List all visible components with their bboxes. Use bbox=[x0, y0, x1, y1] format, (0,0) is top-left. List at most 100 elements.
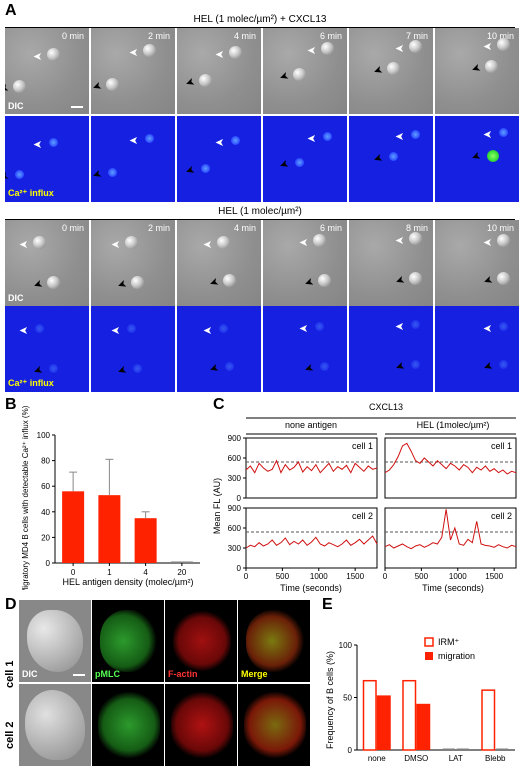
black-arrow-icon: ➤ bbox=[91, 78, 104, 94]
legend-label-migration: migration bbox=[438, 651, 475, 661]
dic-frame: 2 min ➤ ➤ bbox=[91, 28, 175, 114]
y-tick-label: 0 bbox=[46, 559, 51, 568]
y-tick-label: 600 bbox=[228, 524, 242, 533]
bar bbox=[98, 495, 121, 563]
ca-frame: ➤ ➤ Ca²⁺ influx bbox=[5, 116, 89, 202]
d-label-dic: DIC bbox=[22, 669, 38, 679]
calcium-signal bbox=[49, 138, 58, 147]
merge-signal bbox=[246, 610, 304, 672]
black-arrow-icon: ➤ bbox=[31, 362, 45, 378]
black-arrow-icon: ➤ bbox=[481, 358, 495, 374]
white-arrow-icon: ➤ bbox=[483, 40, 493, 52]
calcium-signal bbox=[487, 150, 499, 162]
d-cell1-merge: Merge bbox=[238, 600, 310, 682]
bar-migration bbox=[416, 703, 431, 750]
calcium-signal bbox=[499, 360, 508, 369]
white-arrow-icon: ➤ bbox=[299, 236, 309, 248]
b-cell bbox=[125, 236, 138, 249]
calcium-signal bbox=[323, 132, 332, 141]
white-arrow-icon: ➤ bbox=[129, 134, 139, 146]
chart-e-ylabel: Frequency of B cells (%) bbox=[325, 651, 335, 749]
ca-frame: ➤ ➤ bbox=[349, 306, 433, 392]
dic-frame: 0 min ➤ ➤ DIC bbox=[5, 28, 89, 114]
ca-frame: ➤ ➤ bbox=[91, 306, 175, 392]
calcium-signal bbox=[108, 168, 117, 177]
divider bbox=[5, 27, 515, 28]
b-cell bbox=[485, 60, 498, 73]
dic-frame: 4 min ➤ ➤ bbox=[177, 220, 261, 306]
b-cell bbox=[131, 276, 144, 289]
factin-signal bbox=[173, 610, 231, 672]
x-tick-label: 500 bbox=[276, 572, 290, 581]
calcium-signal bbox=[389, 152, 398, 161]
ca-label: Ca²⁺ influx bbox=[8, 188, 54, 198]
panel-d-row-2: cell 2 bbox=[4, 721, 16, 749]
frame-time: 7 min bbox=[405, 31, 428, 41]
cell-label: cell 1 bbox=[352, 441, 373, 451]
white-arrow-icon: ➤ bbox=[19, 324, 29, 336]
frame-time: 2 min bbox=[147, 31, 170, 41]
legend-swatch-migration bbox=[425, 652, 433, 660]
black-arrow-icon: ➤ bbox=[115, 276, 129, 292]
white-arrow-icon: ➤ bbox=[483, 322, 493, 334]
x-tick-label: 20 bbox=[177, 568, 186, 577]
cell-label: cell 2 bbox=[352, 511, 373, 521]
b-cell bbox=[318, 274, 331, 287]
chart-c-header: CXCL13 bbox=[369, 402, 403, 412]
d-cell2-merge bbox=[238, 684, 310, 766]
black-arrow-icon: ➤ bbox=[183, 162, 197, 178]
ca-strip-hel: ➤ ➤ Ca²⁺ influx ➤ ➤ ➤ ➤ ➤ ➤ ➤ ➤ ➤ ➤ bbox=[5, 306, 519, 392]
x-tick-label: LAT bbox=[449, 754, 463, 763]
black-arrow-icon: ➤ bbox=[183, 74, 197, 90]
ca-frame: ➤ ➤ Ca²⁺ influx bbox=[5, 306, 89, 392]
black-arrow-icon: ➤ bbox=[207, 274, 221, 290]
d-label-factin: F-actin bbox=[168, 669, 198, 679]
b-cell bbox=[217, 236, 230, 249]
frame-time: 4 min bbox=[233, 31, 256, 41]
black-arrow-icon: ➤ bbox=[115, 362, 129, 378]
b-cell bbox=[229, 46, 242, 59]
black-arrow-icon: ➤ bbox=[469, 148, 483, 164]
d-label-merge: Merge bbox=[241, 669, 268, 679]
ca-frame: ➤ ➤ bbox=[263, 306, 347, 392]
panel-b-label: B bbox=[5, 396, 17, 413]
panel-a-label: A bbox=[5, 2, 17, 19]
bar bbox=[62, 491, 85, 563]
white-arrow-icon: ➤ bbox=[111, 238, 121, 250]
y-tick-label: 40 bbox=[41, 508, 50, 517]
black-arrow-icon: ➤ bbox=[277, 156, 291, 172]
white-arrow-icon: ➤ bbox=[299, 322, 309, 334]
frame-time: 8 min bbox=[405, 223, 428, 233]
white-arrow-icon: ➤ bbox=[215, 48, 225, 60]
b-cell bbox=[497, 38, 510, 51]
y-tick-label: 0 bbox=[237, 494, 242, 503]
scale-bar bbox=[73, 674, 85, 676]
dic-label: DIC bbox=[8, 101, 24, 111]
scale-bar bbox=[71, 106, 83, 108]
d-cell1-factin: F-actin bbox=[165, 600, 237, 682]
frame-time: 4 min bbox=[233, 223, 256, 233]
d-cell2-dic bbox=[19, 684, 91, 766]
white-arrow-icon: ➤ bbox=[395, 130, 405, 142]
chart-c-col-left: none antigen bbox=[285, 420, 337, 430]
white-arrow-icon: ➤ bbox=[483, 128, 493, 140]
pmlc-signal bbox=[100, 610, 158, 672]
panel-c-chart: CXCL13 none antigen HEL (1molec/µm²) Mea… bbox=[212, 402, 517, 593]
dic-frame: 10 min ➤ ➤ bbox=[435, 28, 519, 114]
d-cell2-pmlc bbox=[92, 684, 164, 766]
bar-migration bbox=[376, 695, 391, 750]
white-arrow-icon: ➤ bbox=[203, 324, 213, 336]
y-tick-label: 100 bbox=[339, 641, 353, 650]
x-tick-label: 1 bbox=[107, 568, 112, 577]
panel-e-label: E bbox=[322, 596, 333, 613]
ca-frame: ➤ ➤ bbox=[349, 116, 433, 202]
b-cell bbox=[409, 40, 422, 53]
white-arrow-icon: ➤ bbox=[19, 238, 29, 250]
calcium-signal bbox=[411, 360, 420, 369]
y-tick-label: 60 bbox=[41, 482, 50, 491]
x-tick-label: 500 bbox=[415, 572, 429, 581]
white-arrow-icon: ➤ bbox=[307, 132, 317, 144]
calcium-signal bbox=[295, 158, 304, 167]
b-cell bbox=[223, 274, 236, 287]
b-cell bbox=[387, 62, 400, 75]
